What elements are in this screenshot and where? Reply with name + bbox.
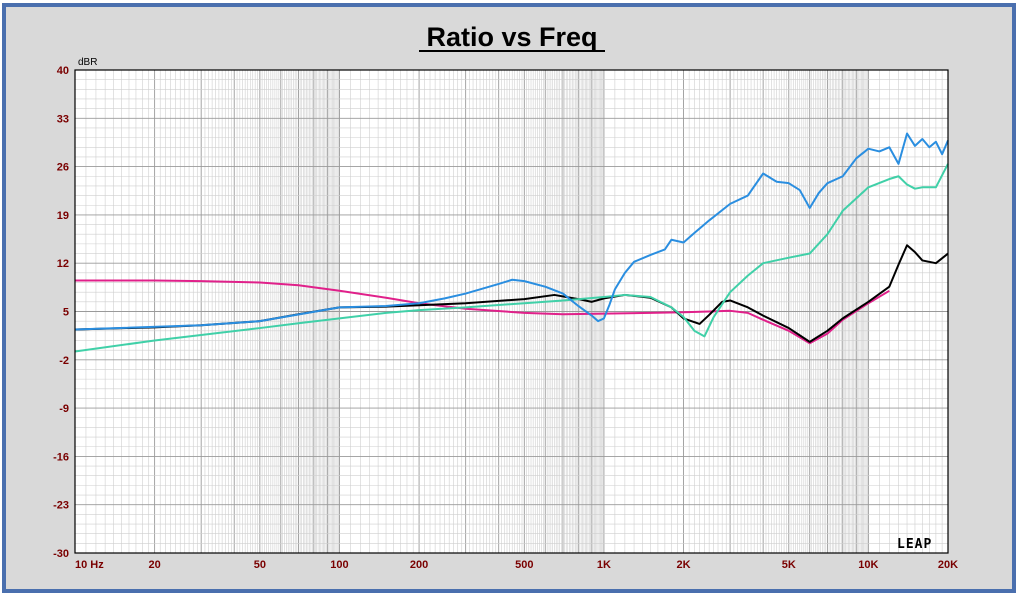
y-tick-label: 33	[57, 113, 69, 125]
x-tick-label: 20	[148, 559, 160, 571]
x-tick-label: 2K	[677, 559, 691, 571]
x-axis-ticks: 10 Hz 20 50 100 200 500 1K 2K 5K 10K 20K	[75, 559, 958, 571]
x-tick-label: 50	[254, 559, 266, 571]
chart-title: Ratio vs Freq	[426, 22, 597, 52]
x-tick-label: 1K	[597, 559, 611, 571]
x-tick-label: 200	[410, 559, 428, 571]
x-tick-label: 500	[515, 559, 533, 571]
y-tick-label: -16	[53, 451, 69, 463]
y-axis-ticks: 40 33 26 19 12 5 -2 -9 -16 -23 -30	[53, 65, 69, 560]
y-tick-label: -23	[53, 500, 69, 512]
y-tick-label: 26	[57, 162, 69, 174]
series-line-1	[75, 279, 890, 345]
y-tick-label: 12	[57, 258, 69, 270]
series-line-3	[74, 163, 949, 353]
leap-logo: LEAP	[897, 537, 932, 552]
y-tick-label: 40	[57, 65, 69, 77]
series-layer	[74, 132, 949, 353]
x-tick-label: 10K	[858, 559, 878, 571]
y-tick-label: -2	[59, 355, 69, 367]
x-tick-label: 5K	[782, 559, 796, 571]
x-tick-label: 100	[330, 559, 348, 571]
y-tick-label: 19	[57, 210, 69, 222]
y-tick-label: -9	[59, 403, 69, 415]
plot-border	[74, 69, 949, 554]
y-tick-label: 5	[63, 307, 69, 319]
y-axis-label: dBR	[78, 57, 97, 68]
y-tick-label: -30	[53, 548, 69, 560]
x-tick-label: 10 Hz	[75, 559, 104, 571]
series-line-4	[74, 132, 949, 331]
x-tick-label: 20K	[938, 559, 958, 571]
